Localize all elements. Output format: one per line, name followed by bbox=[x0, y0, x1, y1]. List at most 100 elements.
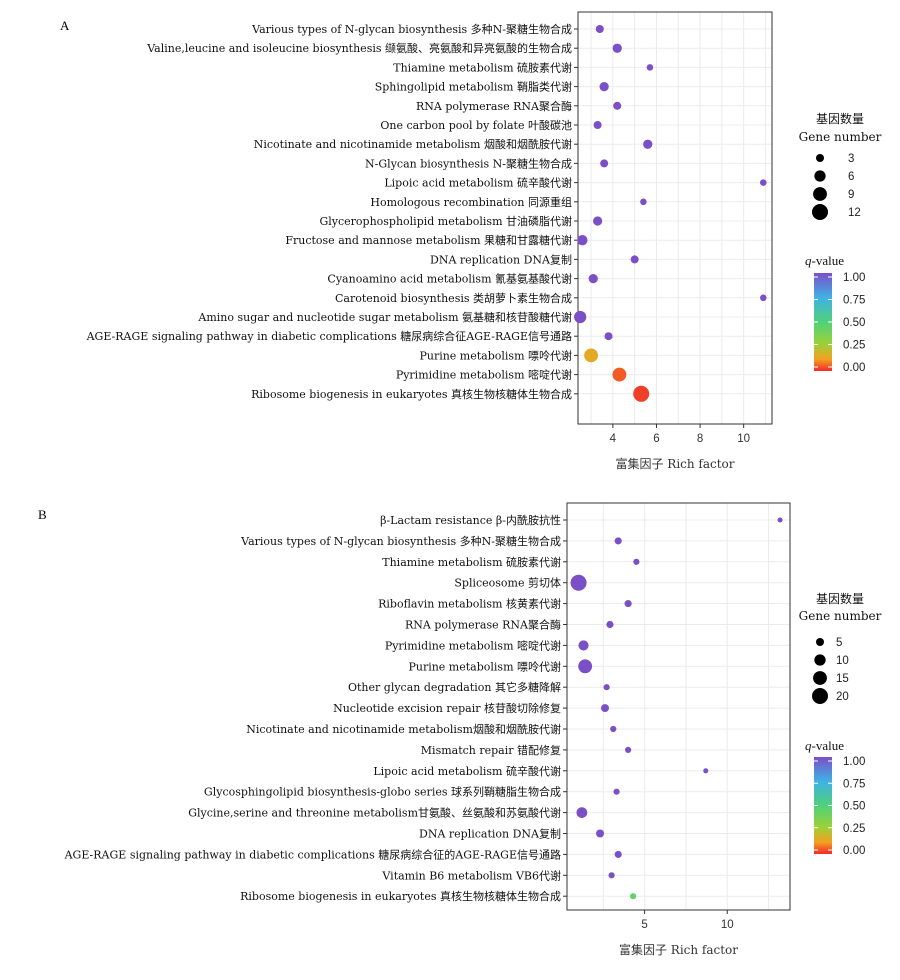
data-point bbox=[760, 294, 767, 302]
data-point bbox=[703, 768, 709, 774]
data-point bbox=[577, 235, 588, 246]
x-tick-label: 8 bbox=[697, 433, 703, 445]
category-label: DNA replication DNA复制 bbox=[419, 827, 561, 841]
color-legend-label: 0.25 bbox=[843, 823, 865, 835]
data-point bbox=[612, 367, 627, 382]
category-label: Nicotinate and nicotinamide metabolism烟酸… bbox=[246, 722, 561, 736]
color-legend-label: 0.75 bbox=[843, 778, 865, 790]
data-point bbox=[606, 620, 614, 629]
size-legend-subtitle: Gene number bbox=[799, 609, 882, 623]
category-label: Purine metabolism 嘌呤代谢 bbox=[408, 659, 561, 673]
color-legend-label: 0.75 bbox=[843, 295, 865, 307]
category-label: Riboflavin metabolism 核黄素代谢 bbox=[378, 597, 561, 611]
data-point bbox=[595, 25, 604, 33]
data-point bbox=[640, 198, 647, 206]
data-point bbox=[614, 850, 622, 858]
size-legend-label: 15 bbox=[836, 673, 849, 685]
color-legend-label: 1.00 bbox=[843, 272, 865, 284]
category-label: Valine,leucine and isoleucine biosynthes… bbox=[146, 41, 572, 55]
category-label: Spliceosome 剪切体 bbox=[454, 576, 561, 590]
x-axis-title: 富集因子 Rich factor bbox=[619, 942, 738, 957]
plot-border bbox=[577, 11, 773, 425]
size-legend-title: 基因数量 bbox=[816, 111, 864, 126]
category-label: β-Lactam resistance β-内酰胺抗性 bbox=[380, 513, 561, 527]
data-point bbox=[633, 385, 650, 402]
x-tick-label: 4 bbox=[610, 433, 617, 445]
data-point bbox=[625, 746, 632, 753]
data-point bbox=[624, 600, 632, 608]
plot-border bbox=[566, 502, 791, 911]
data-point bbox=[613, 101, 622, 110]
data-point bbox=[633, 558, 640, 565]
category-label: AGE-RAGE signaling pathway in diabetic c… bbox=[86, 329, 572, 343]
category-label: Amino sugar and nucleotide sugar metabol… bbox=[197, 310, 572, 324]
data-point bbox=[593, 121, 602, 129]
data-point bbox=[613, 788, 620, 795]
size-legend-label: 10 bbox=[836, 655, 849, 667]
category-label: Ribosome biogenesis in eukaryotes 真核生物核糖… bbox=[251, 387, 572, 401]
category-label: Fructose and mannose metabolism 果糖和甘露糖代谢 bbox=[285, 233, 572, 247]
color-legend-title: q-value bbox=[805, 253, 844, 268]
color-legend-label: 0.50 bbox=[843, 317, 865, 329]
data-point bbox=[630, 255, 639, 264]
panel-letter: B bbox=[38, 507, 47, 522]
data-point bbox=[592, 216, 603, 226]
size-legend-label: 20 bbox=[836, 691, 849, 703]
size-legend-dot bbox=[814, 654, 826, 666]
size-legend-dot bbox=[813, 187, 827, 201]
color-legend-label: 0.25 bbox=[843, 340, 865, 352]
data-point bbox=[760, 179, 767, 186]
category-label: RNA polymerase RNA聚合酶 bbox=[405, 618, 561, 632]
data-point bbox=[570, 574, 587, 591]
category-label: Glycine,serine and threonine metabolism甘… bbox=[188, 806, 561, 820]
data-point bbox=[629, 893, 637, 900]
category-label: DNA replication DNA复制 bbox=[430, 252, 572, 266]
category-label: Nicotinate and nicotinamide metabolism 烟… bbox=[254, 137, 572, 151]
x-tick-label: 5 bbox=[641, 919, 647, 931]
category-label: AGE-RAGE signaling pathway in diabetic c… bbox=[64, 847, 561, 861]
size-legend-title: 基因数量 bbox=[816, 591, 864, 606]
category-label: One carbon pool by folate 叶酸碳池 bbox=[380, 118, 572, 132]
plot-frame bbox=[566, 502, 791, 911]
data-point bbox=[599, 81, 609, 92]
size-legend-subtitle: Gene number bbox=[799, 130, 882, 144]
category-label: Various types of N-glycan biosynthesis 多… bbox=[251, 22, 572, 36]
data-point bbox=[600, 704, 609, 713]
category-label: Various types of N-glycan biosynthesis 多… bbox=[240, 534, 561, 548]
data-point bbox=[646, 64, 654, 71]
category-label: Pyrimidine metabolism 嘧啶代谢 bbox=[385, 638, 561, 652]
category-label: Thiamine metabolism 硫胺素代谢 bbox=[382, 555, 561, 569]
panel-a: A Various types of N-glycan biosynthesis … bbox=[60, 11, 882, 471]
category-label: Cyanoamino acid metabolism 氰基氨基酸代谢 bbox=[327, 272, 572, 286]
color-legend-label: 0.50 bbox=[843, 801, 865, 813]
category-label: Homologous recombination 同源重组 bbox=[370, 195, 572, 209]
x-tick-label: 6 bbox=[653, 433, 659, 445]
data-point bbox=[612, 43, 622, 53]
size-legend-dot bbox=[812, 688, 828, 704]
category-label: Lipoic acid metabolism 硫辛酸代谢 bbox=[384, 176, 572, 190]
color-legend-label: 0.00 bbox=[843, 362, 865, 374]
data-point bbox=[777, 517, 783, 523]
data-point bbox=[574, 310, 587, 324]
size-legend-dot bbox=[813, 671, 827, 685]
data-point bbox=[578, 640, 589, 651]
x-tick-label: 10 bbox=[721, 919, 734, 931]
size-legend-dot bbox=[812, 204, 828, 220]
data-point bbox=[578, 659, 593, 674]
category-label: RNA polymerase RNA聚合酶 bbox=[416, 99, 572, 113]
category-label: Nucleotide excision repair 核苷酸切除修复 bbox=[333, 701, 561, 715]
x-axis-title: 富集因子 Rich factor bbox=[615, 456, 734, 471]
category-label: Sphingolipid metabolism 鞘脂类代谢 bbox=[375, 80, 572, 94]
category-label: N-Glycan biosynthesis N-聚糖生物合成 bbox=[365, 156, 572, 170]
size-legend-label: 9 bbox=[848, 189, 854, 201]
data-point bbox=[576, 807, 588, 818]
category-label: Purine metabolism 嘌呤代谢 bbox=[419, 348, 572, 362]
x-tick-label: 10 bbox=[737, 433, 750, 445]
category-label: Vitamin B6 metabolism VB6代谢 bbox=[381, 868, 561, 882]
data-point bbox=[588, 273, 598, 284]
category-label: Thiamine metabolism 硫胺素代谢 bbox=[393, 60, 572, 74]
color-legend-title: q-value bbox=[805, 738, 844, 753]
size-legend-label: 12 bbox=[848, 207, 861, 219]
